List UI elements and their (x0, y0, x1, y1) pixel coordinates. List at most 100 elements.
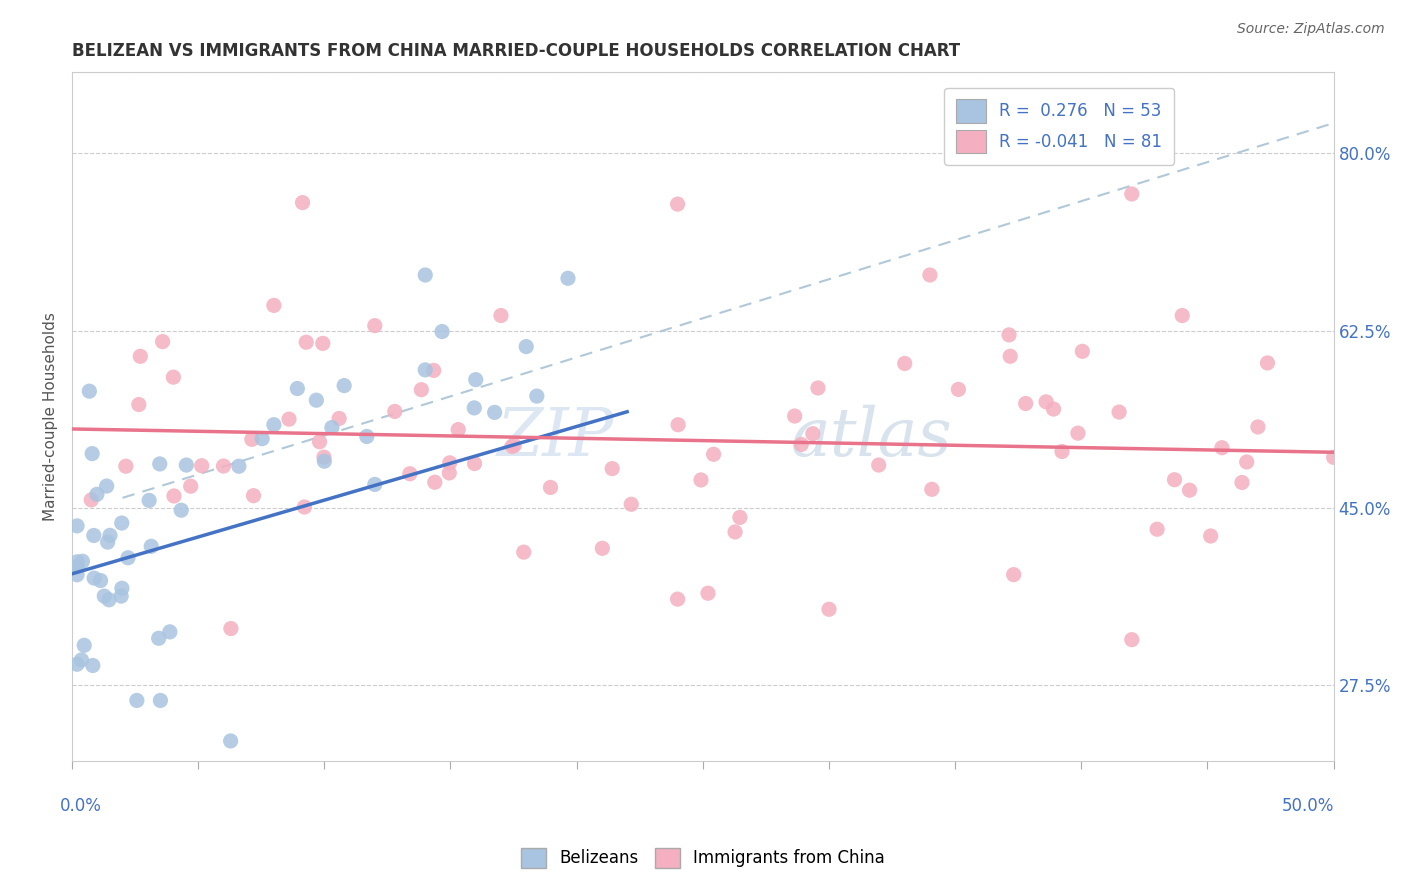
Point (1071, 344, 1094, 359)
Point (170, 503, 193, 517)
Point (1236, 455, 1258, 469)
Point (1230, 475, 1253, 490)
Point (96, 479, 118, 493)
Point (807, 381, 830, 395)
Point (219, 734, 242, 748)
Point (464, 373, 486, 387)
Point (489, 309, 512, 323)
Point (724, 524, 747, 539)
Point (921, 483, 943, 497)
Point (399, 467, 422, 481)
Point (98, 528, 121, 542)
Point (83, 528, 105, 542)
Point (540, 480, 562, 494)
Text: 50.0%: 50.0% (1281, 797, 1334, 814)
Point (1171, 309, 1194, 323)
Point (430, 325, 453, 339)
Point (66, 657, 89, 672)
Point (117, 550, 139, 565)
Point (97, 535, 120, 549)
Point (212, 458, 235, 473)
Point (526, 389, 548, 403)
Point (439, 466, 461, 480)
Point (1067, 426, 1090, 441)
Point (83, 571, 105, 585)
Point (242, 489, 264, 503)
Point (447, 423, 470, 437)
Point (278, 412, 301, 426)
Point (364, 318, 387, 333)
Point (1247, 420, 1270, 434)
Point (70, 653, 93, 667)
Point (79, 384, 101, 399)
Point (141, 539, 163, 553)
Point (998, 327, 1021, 342)
Point (111, 582, 134, 596)
Point (149, 457, 172, 471)
Point (176, 458, 198, 472)
Point (152, 334, 174, 349)
Point (1199, 529, 1222, 543)
Point (1163, 473, 1185, 487)
Point (128, 398, 150, 412)
Point (163, 489, 186, 503)
Point (321, 420, 343, 434)
Point (1146, 522, 1168, 536)
Point (333, 378, 356, 392)
Point (557, 271, 579, 285)
Point (180, 479, 202, 493)
Point (464, 457, 486, 471)
Point (620, 497, 643, 511)
Point (1121, 632, 1143, 647)
Point (666, 197, 689, 211)
Point (463, 401, 485, 415)
Point (998, 349, 1021, 363)
Point (263, 298, 285, 312)
Point (948, 383, 970, 397)
Point (228, 459, 250, 474)
Point (591, 541, 613, 556)
Point (1108, 405, 1130, 419)
Point (110, 589, 132, 603)
Point (356, 429, 378, 443)
Point (291, 195, 314, 210)
Point (73, 638, 96, 652)
Point (1042, 402, 1064, 417)
Point (90, 574, 112, 588)
Point (1323, 450, 1346, 465)
Point (250, 432, 273, 446)
Point (66, 519, 89, 533)
Point (423, 475, 446, 490)
Point (918, 268, 941, 282)
Legend: Belizeans, Immigrants from China: Belizeans, Immigrants from China (515, 841, 891, 875)
Point (728, 510, 751, 524)
Point (439, 456, 461, 470)
Point (138, 493, 160, 508)
Point (422, 363, 444, 377)
Point (312, 336, 335, 351)
Point (790, 437, 813, 451)
Point (159, 624, 181, 639)
Point (66, 559, 89, 574)
Point (1002, 567, 1025, 582)
Point (263, 417, 285, 432)
Point (328, 411, 350, 425)
Point (666, 592, 689, 607)
Legend: R =  0.276   N = 53, R = -0.041   N = 81: R = 0.276 N = 53, R = -0.041 N = 81 (945, 87, 1174, 165)
Text: ZIP: ZIP (496, 405, 614, 470)
Point (82, 658, 104, 673)
Point (1015, 396, 1038, 410)
Text: atlas: atlas (792, 405, 953, 470)
Point (308, 434, 330, 449)
Point (294, 500, 316, 514)
Point (503, 438, 526, 452)
Point (364, 477, 387, 491)
Point (148, 632, 170, 646)
Point (1211, 441, 1233, 455)
Point (190, 458, 212, 473)
Text: Source: ZipAtlas.com: Source: ZipAtlas.com (1237, 22, 1385, 37)
Point (666, 417, 689, 432)
Y-axis label: Married-couple Households: Married-couple Households (44, 312, 58, 521)
Point (285, 382, 308, 396)
Point (1121, 186, 1143, 201)
